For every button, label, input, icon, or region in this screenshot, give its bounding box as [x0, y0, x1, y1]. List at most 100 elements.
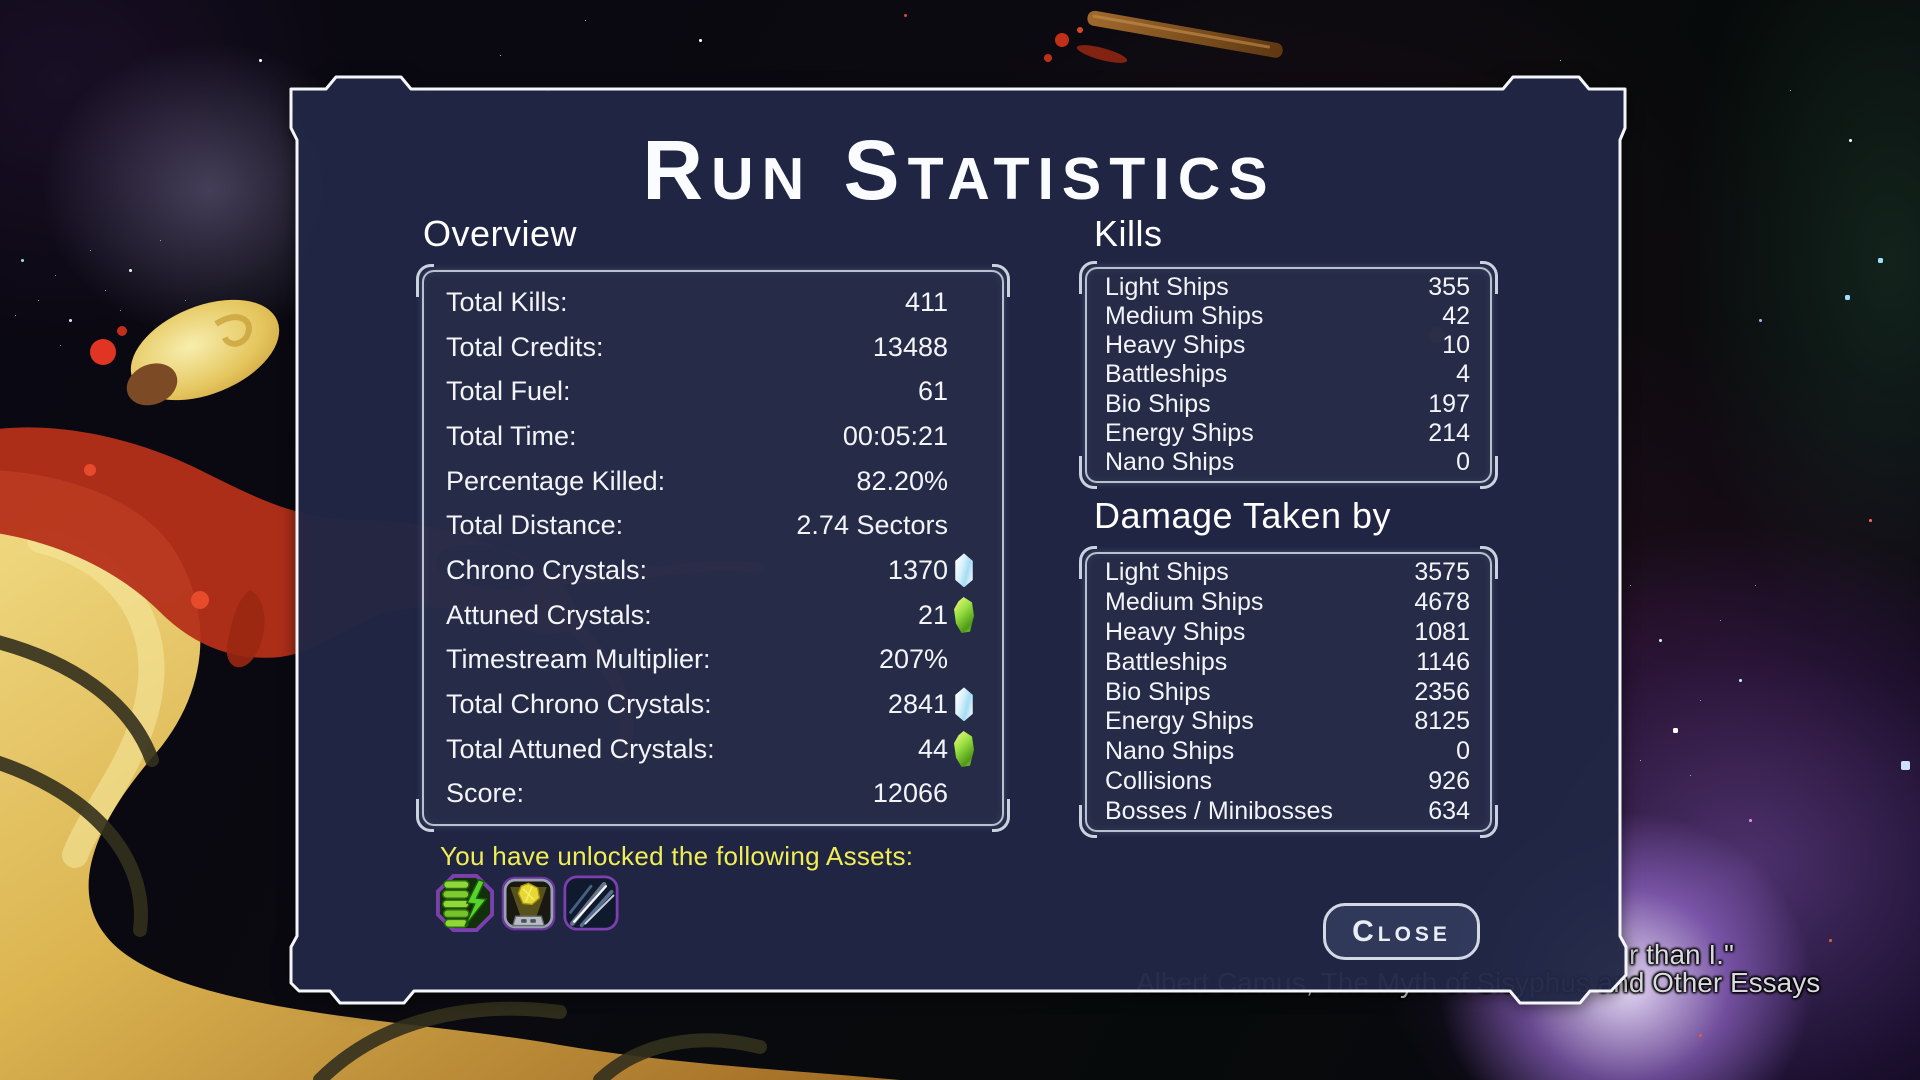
- corner-bracket: [992, 264, 1010, 297]
- overview-heading: Overview: [423, 213, 578, 254]
- overview-stat-row: Percentage Killed: 82.20%: [446, 459, 976, 504]
- gem-slot: [952, 553, 976, 588]
- stat-value: 42: [1442, 302, 1470, 331]
- corner-bracket: [1079, 546, 1097, 579]
- assets-unlocked-label: You have unlocked the following Assets:: [440, 841, 914, 871]
- wooden-stick: [1087, 10, 1283, 58]
- stat-label: Timestream Multiplier:: [446, 644, 711, 675]
- damage-taken-panel: Light Ships 3575 Medium Ships 4678 Heavy…: [1079, 546, 1498, 838]
- stat-label: Chrono Crystals:: [446, 554, 648, 585]
- stat-value: 61: [917, 376, 948, 407]
- kills-stat-row: Light Ships 355: [1105, 273, 1470, 302]
- damage-stat-row: Battleships 1146: [1105, 647, 1470, 677]
- stat-value: 4: [1456, 360, 1470, 389]
- corner-bracket: [1079, 261, 1097, 294]
- damage-stat-row: Light Ships 3575: [1105, 558, 1470, 588]
- overview-stat-row: Timestream Multiplier: 207%: [446, 637, 976, 682]
- stat-label: Collisions: [1105, 766, 1212, 795]
- stat-label: Attuned Crystals:: [446, 599, 652, 630]
- corner-bracket: [1079, 805, 1097, 838]
- corner-bracket: [1079, 456, 1097, 489]
- damage-stat-row: Medium Ships 4678: [1105, 588, 1470, 618]
- stat-value: 2356: [1414, 677, 1470, 706]
- overview-stat-row: Attuned Crystals: 21: [446, 593, 976, 638]
- overview-stat-row: Total Kills: 411: [446, 280, 976, 325]
- corner-bracket: [416, 799, 434, 832]
- stat-value: 8125: [1414, 707, 1470, 736]
- stat-value: 0: [1456, 737, 1470, 766]
- damage-stat-row: Bosses / Minibosses 634: [1105, 796, 1470, 826]
- stat-value: 1081: [1414, 617, 1470, 646]
- stat-value: 0: [1456, 447, 1470, 476]
- overview-stat-row: Total Distance: 2.74 Sectors: [446, 503, 976, 548]
- stat-label: Bio Ships: [1105, 677, 1211, 706]
- stat-label: Total Attuned Crystals:: [446, 733, 715, 764]
- damage-taken-heading: Damage Taken by: [1094, 495, 1392, 536]
- damage-stat-row: Nano Ships 0: [1105, 737, 1470, 767]
- stat-value: 10: [1442, 331, 1470, 360]
- stat-value: 355: [1428, 273, 1470, 302]
- overview-stat-row: Total Credits: 13488: [446, 325, 976, 370]
- kills-stat-row: Energy Ships 214: [1105, 419, 1470, 448]
- stat-label: Total Fuel:: [446, 376, 571, 407]
- stat-label: Medium Ships: [1105, 302, 1264, 331]
- stat-value: 21: [917, 599, 948, 630]
- overview-panel: Total Kills: 411 Total Credits: 13488 To…: [416, 264, 1010, 832]
- attuned-crystal-icon: [954, 597, 974, 634]
- kills-stat-row: Bio Ships 197: [1105, 390, 1470, 419]
- overview-stat-row: Chrono Crystals: 1370: [446, 548, 976, 593]
- stat-label: Battleships: [1105, 360, 1228, 389]
- overview-stat-row: Total Chrono Crystals: 2841: [446, 682, 976, 727]
- chrono-crystal-icon: [955, 687, 973, 722]
- stat-value: 1370: [887, 554, 948, 585]
- stat-value: 82.20%: [856, 465, 948, 496]
- gem-hologram-asset-icon: [501, 876, 556, 930]
- gem-slot: [952, 597, 976, 634]
- battery-energy-asset-icon: [436, 874, 494, 932]
- stat-label: Nano Ships: [1105, 447, 1235, 476]
- stat-value: 2.74 Sectors: [796, 510, 948, 541]
- speed-streaks-asset-icon: [563, 875, 619, 931]
- stat-value: 4678: [1414, 588, 1470, 617]
- corner-bracket: [1480, 805, 1498, 838]
- corner-bracket: [1480, 261, 1498, 294]
- vines: [0, 635, 767, 1080]
- corner-bracket: [1480, 456, 1498, 489]
- stat-value: 634: [1428, 796, 1470, 825]
- stat-label: Medium Ships: [1105, 588, 1264, 617]
- quote-fragment: r than I.": [1629, 939, 1734, 970]
- stat-value: 44: [917, 733, 948, 764]
- golden-seed: [126, 299, 280, 406]
- kills-stat-row: Battleships 4: [1105, 360, 1470, 389]
- stat-value: 411: [904, 286, 948, 317]
- kills-stat-row: Heavy Ships 10: [1105, 331, 1470, 360]
- stat-value: 926: [1428, 766, 1470, 795]
- stat-label: Energy Ships: [1105, 707, 1254, 736]
- stat-value: 00:05:21: [842, 420, 948, 451]
- overview-stat-row: Total Time: 00:05:21: [446, 414, 976, 459]
- gem-slot: [952, 731, 976, 768]
- stat-label: Percentage Killed:: [446, 465, 666, 496]
- stat-label: Total Chrono Crystals:: [446, 688, 712, 719]
- stat-label: Nano Ships: [1105, 737, 1235, 766]
- gem-slot: [952, 687, 976, 722]
- stat-value: 3575: [1414, 558, 1470, 587]
- stat-label: Total Distance:: [446, 510, 624, 541]
- kills-panel: Light Ships 355 Medium Ships 42 Heavy Sh…: [1079, 261, 1498, 489]
- stat-label: Total Time:: [446, 420, 577, 451]
- close-button[interactable]: Close: [1323, 903, 1480, 960]
- overview-stat-row: Score: 12066: [446, 771, 976, 816]
- stat-label: Total Kills:: [446, 286, 568, 317]
- stat-label: Bio Ships: [1105, 389, 1211, 418]
- stat-value: 214: [1428, 418, 1470, 447]
- corner-bracket: [992, 799, 1010, 832]
- stat-value: 197: [1428, 389, 1470, 418]
- stat-label: Light Ships: [1105, 558, 1229, 587]
- attuned-crystal-icon: [954, 731, 974, 768]
- overview-stat-row: Total Fuel: 61: [446, 369, 976, 414]
- stat-label: Energy Ships: [1105, 418, 1254, 447]
- corner-bracket: [1480, 546, 1498, 579]
- chrono-crystal-icon: [955, 553, 973, 588]
